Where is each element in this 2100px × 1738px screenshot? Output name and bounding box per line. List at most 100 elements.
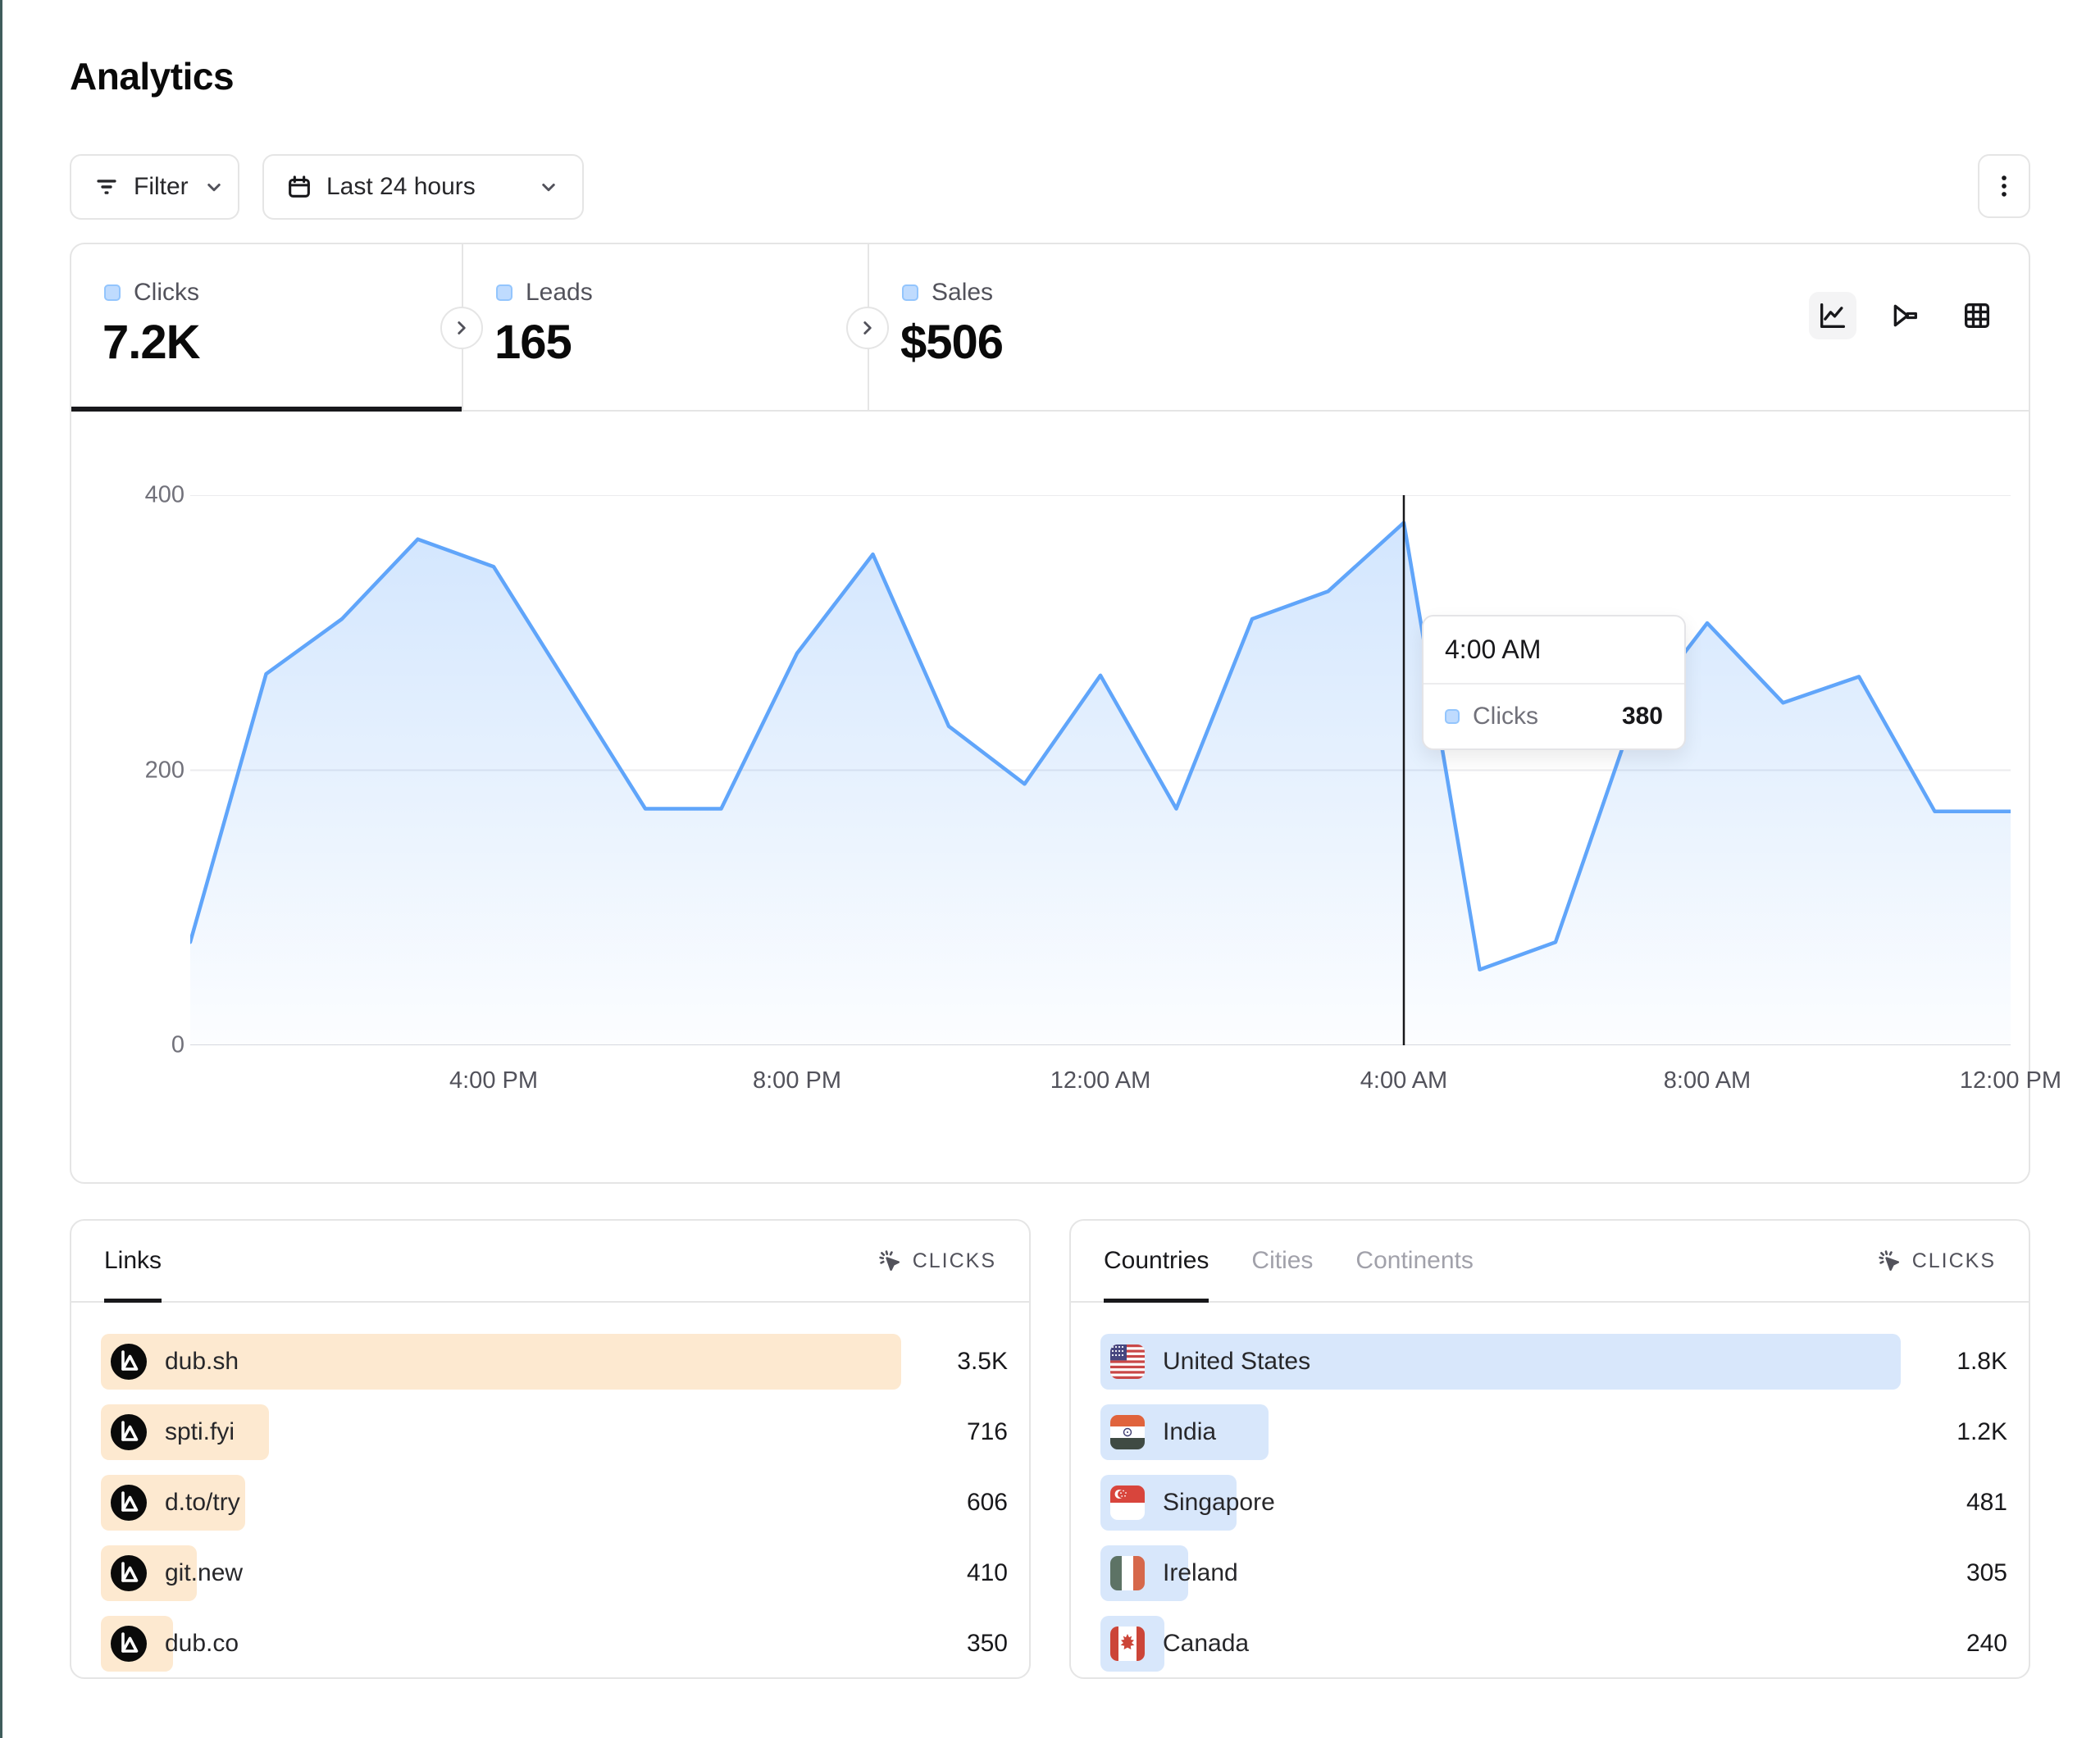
link-clicks-bar [101,1334,901,1390]
kebab-menu-icon [1990,172,2018,200]
cursor-click-icon [877,1248,903,1274]
dub-logo-icon [111,1485,147,1521]
bar-track [101,1334,901,1390]
tab-countries[interactable]: Countries [1104,1221,1209,1303]
clicks-area-chart[interactable]: 400 200 0 4:00 PM 8:00 PM 12:00 AM 4:00 AM 8:0… [71,412,2061,1185]
window-edge-accent [0,0,2,1738]
links-clicks-column-header[interactable]: CLICKS [877,1248,996,1274]
flag-us-icon [1110,1344,1145,1379]
flag-sg-icon [1110,1485,1145,1520]
tab-continents[interactable]: Continents [1355,1247,1474,1274]
date-range-button[interactable]: Last 24 hours [262,154,584,220]
x-tick-label: 12:00 PM [1959,1067,2062,1094]
country-label: India [1163,1418,1217,1445]
bar-track [1100,1404,1901,1460]
chevron-down-icon [202,175,226,199]
country-row[interactable]: United States 1.8K [1100,1334,2011,1390]
filter-button[interactable]: Filter [70,154,239,220]
date-range-label: Last 24 hours [326,173,476,200]
x-tick-label: 12:00 AM [1050,1067,1151,1094]
table-view-toggle-button[interactable] [1953,292,2001,339]
dub-logo-icon [111,1344,147,1380]
clicks-tab-label: Clicks [134,279,199,306]
link-label: dub.sh [165,1348,239,1375]
tab-leads[interactable]: Leads 165 [462,244,868,410]
funnel-chart-icon [1893,304,1917,327]
link-clicks-value: 410 [966,1559,1008,1586]
link-row[interactable]: spti.fyi 716 [101,1404,1011,1460]
country-label: United States [1163,1348,1311,1375]
link-row[interactable]: git.new 410 [101,1545,1011,1601]
link-clicks-value: 350 [966,1630,1008,1657]
x-tick-label: 8:00 PM [753,1067,841,1094]
link-label: d.to/try [165,1489,240,1516]
tooltip-series-value: 380 [1621,703,1663,730]
country-clicks-value: 481 [1966,1489,2007,1516]
bar-track [1100,1334,1901,1390]
country-row[interactable]: Canada 240 [1100,1616,2011,1672]
leads-tab-value: 165 [494,316,572,369]
link-clicks-value: 716 [966,1418,1008,1445]
tab-links[interactable]: Links [104,1221,162,1303]
country-label: Singapore [1163,1489,1275,1516]
page-title: Analytics [70,55,235,98]
link-label: dub.co [165,1630,239,1657]
cursor-click-icon [1876,1248,1902,1274]
country-row[interactable]: India 1.2K [1100,1404,2011,1460]
flag-in-icon [1110,1415,1145,1449]
chevron-down-icon [536,175,561,199]
country-label: Canada [1163,1630,1250,1657]
dub-logo-icon [111,1414,147,1450]
expand-clicks-chevron-button[interactable] [440,307,483,349]
calendar-icon [285,173,313,201]
chart-tooltip: 4:00 AM Clicks 380 [1422,615,1686,750]
links-panel-header: Links CLICKS [71,1221,1029,1303]
x-tick-label: 4:00 PM [449,1067,538,1094]
y-tick-label: 0 [171,1031,184,1058]
filter-button-label: Filter [134,173,189,200]
link-label: spti.fyi [165,1418,235,1445]
tooltip-time: 4:00 AM [1424,616,1684,685]
line-chart-toggle-button[interactable] [1809,292,1856,339]
country-row[interactable]: Ireland 305 [1100,1545,2011,1601]
link-row[interactable]: dub.co 350 [101,1616,1011,1672]
link-row[interactable]: dub.sh 3.5K [101,1334,1011,1390]
stats-tabs-row: Clicks 7.2K Leads 165 Sales $506 [71,244,2029,412]
link-clicks-value: 606 [966,1489,1008,1516]
active-tab-underline [71,407,462,412]
funnel-chart-toggle-button[interactable] [1881,292,1929,339]
dub-logo-icon [111,1626,147,1662]
country-clicks-value: 305 [1966,1559,2007,1586]
country-clicks-value: 1.2K [1957,1418,2007,1445]
clicks-line [190,521,2011,971]
country-clicks-value: 1.8K [1957,1348,2007,1375]
chart-plot[interactable] [190,495,2011,1045]
tooltip-series-name: Clicks [1473,703,1538,730]
flag-ca-icon [1110,1627,1145,1661]
sales-tab-label: Sales [932,279,994,306]
expand-leads-chevron-button[interactable] [846,307,889,349]
country-clicks-value: 240 [1966,1630,2007,1657]
tab-clicks[interactable]: Clicks 7.2K [71,244,462,412]
country-clicks-bar [1100,1334,1901,1390]
links-panel: Links CLICKS dub.sh 3.5K spti.fyi 716 d.to… [70,1219,1031,1679]
leads-tab-label: Leads [526,279,593,306]
sales-tab-value: $506 [900,316,1004,369]
country-row[interactable]: Singapore 481 [1100,1475,2011,1531]
link-label: git.new [165,1559,244,1586]
area-fill [190,522,2011,1045]
analytics-card: Clicks 7.2K Leads 165 Sales $506 [70,243,2061,1185]
more-options-button[interactable] [1978,154,2030,218]
dub-logo-icon [111,1555,147,1591]
tooltip-series-marker [1445,709,1460,724]
y-tick-label: 400 [144,481,184,508]
link-clicks-value: 3.5K [957,1348,1008,1375]
countries-panel: Countries Cities Continents CLICKS Unite… [1069,1219,2030,1679]
countries-clicks-column-header[interactable]: CLICKS [1876,1248,1996,1274]
y-tick-label: 200 [144,757,184,783]
link-row[interactable]: d.to/try 606 [101,1475,1011,1531]
sales-series-marker [902,284,918,301]
tab-cities[interactable]: Cities [1251,1247,1314,1274]
countries-panel-header: Countries Cities Continents CLICKS [1071,1221,2029,1303]
x-tick-label: 4:00 AM [1360,1067,1448,1094]
